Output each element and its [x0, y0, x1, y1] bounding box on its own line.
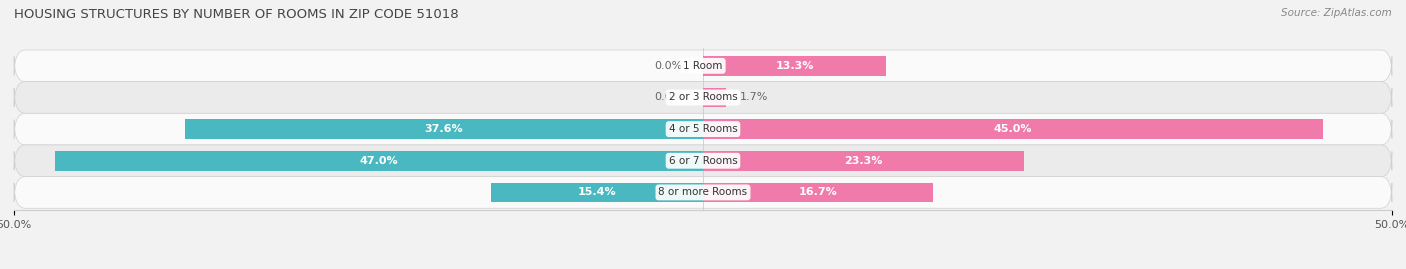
Bar	[703, 88, 727, 107]
FancyBboxPatch shape	[14, 50, 1392, 82]
Text: 45.0%: 45.0%	[994, 124, 1032, 134]
Text: 8 or more Rooms: 8 or more Rooms	[658, 187, 748, 197]
Text: 15.4%: 15.4%	[578, 187, 616, 197]
Text: 1.7%: 1.7%	[740, 93, 769, 102]
FancyBboxPatch shape	[14, 82, 1392, 113]
Bar	[55, 151, 703, 171]
FancyBboxPatch shape	[14, 176, 1392, 208]
FancyBboxPatch shape	[14, 113, 1392, 145]
Bar	[703, 119, 1323, 139]
Bar	[703, 151, 1024, 171]
Text: 13.3%: 13.3%	[776, 61, 814, 71]
Text: 4 or 5 Rooms: 4 or 5 Rooms	[669, 124, 737, 134]
Text: Source: ZipAtlas.com: Source: ZipAtlas.com	[1281, 8, 1392, 18]
FancyBboxPatch shape	[14, 145, 1392, 176]
Text: 6 or 7 Rooms: 6 or 7 Rooms	[669, 156, 737, 166]
Text: 1 Room: 1 Room	[683, 61, 723, 71]
Bar	[703, 183, 934, 202]
Bar	[703, 56, 886, 76]
Text: HOUSING STRUCTURES BY NUMBER OF ROOMS IN ZIP CODE 51018: HOUSING STRUCTURES BY NUMBER OF ROOMS IN…	[14, 8, 458, 21]
Text: 0.0%: 0.0%	[654, 61, 682, 71]
Text: 23.3%: 23.3%	[845, 156, 883, 166]
Text: 2 or 3 Rooms: 2 or 3 Rooms	[669, 93, 737, 102]
Text: 37.6%: 37.6%	[425, 124, 463, 134]
Bar	[186, 119, 703, 139]
Text: 0.0%: 0.0%	[654, 93, 682, 102]
Text: 47.0%: 47.0%	[360, 156, 398, 166]
Bar	[491, 183, 703, 202]
Text: 16.7%: 16.7%	[799, 187, 838, 197]
